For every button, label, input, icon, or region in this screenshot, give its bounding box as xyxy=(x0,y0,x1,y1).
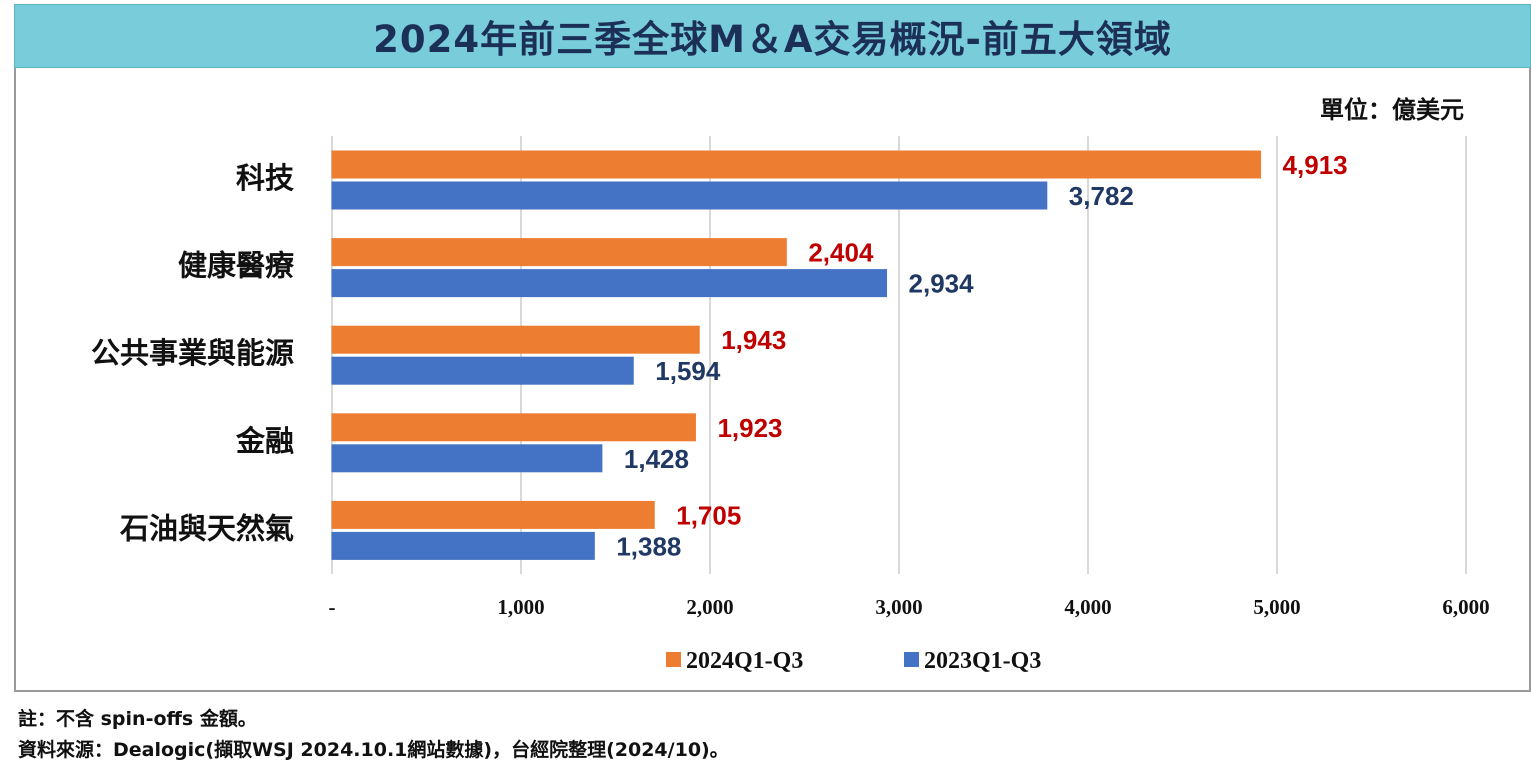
category-label: 健康醫療 xyxy=(178,249,295,283)
bar-2024Q1-Q3 xyxy=(331,325,700,354)
bar-2024Q1-Q3 xyxy=(331,413,696,442)
x-tick-label: 2,000 xyxy=(686,595,733,619)
x-tick-label: 6,000 xyxy=(1442,595,1489,619)
data-label: 1,923 xyxy=(717,413,782,443)
legend-label: 2024Q1-Q3 xyxy=(686,648,803,674)
data-label: 3,782 xyxy=(1069,181,1134,211)
category-label: 科技 xyxy=(236,161,294,195)
data-label: 4,913 xyxy=(1283,150,1348,180)
data-label: 2,934 xyxy=(909,269,975,299)
x-tick-label: 1,000 xyxy=(497,595,544,619)
data-label: 1,388 xyxy=(616,531,681,561)
x-tick-label: 5,000 xyxy=(1253,595,1300,619)
x-tick-label: - xyxy=(329,595,336,619)
category-label: 石油與天然氣 xyxy=(119,511,294,545)
bar-2024Q1-Q3 xyxy=(331,150,1262,179)
unit-label: 單位：億美元 xyxy=(1320,96,1464,124)
data-label: 1,594 xyxy=(655,356,721,386)
x-tick-label: 4,000 xyxy=(1064,595,1111,619)
bar-2023Q1-Q3 xyxy=(331,181,1048,210)
bar-2024Q1-Q3 xyxy=(331,238,787,267)
legend-swatch xyxy=(666,652,681,667)
footnote-source: 資料來源：Dealogic(擷取WSJ 2024.10.1網站數據)，台經院整理… xyxy=(18,739,729,761)
data-label: 2,404 xyxy=(808,238,874,268)
category-label: 金融 xyxy=(235,424,294,458)
bar-2023Q1-Q3 xyxy=(331,531,595,560)
data-label: 1,428 xyxy=(624,444,689,474)
bar-2024Q1-Q3 xyxy=(331,500,655,529)
chart-title: 2024年前三季全球M＆A交易概況-前五大領域 xyxy=(373,18,1172,61)
chart-title-bar: 2024年前三季全球M＆A交易概況-前五大領域 xyxy=(14,4,1531,68)
bar-2023Q1-Q3 xyxy=(331,444,603,473)
data-label: 1,705 xyxy=(676,500,741,530)
chart-frame: - 1,000 2,000 3,000 4,000 5,000 6,000 單位：億美元科技 4… xyxy=(14,68,1531,692)
footnote-note: 註：不含 spin-offs 金額。 xyxy=(18,708,257,730)
data-label: 1,943 xyxy=(721,325,786,355)
bar-2023Q1-Q3 xyxy=(331,269,888,298)
category-label: 公共事業與能源 xyxy=(91,336,294,370)
legend-label: 2023Q1-Q3 xyxy=(924,648,1041,674)
bar-2023Q1-Q3 xyxy=(331,356,634,385)
legend-swatch xyxy=(904,652,919,667)
x-tick-label: 3,000 xyxy=(875,595,922,619)
